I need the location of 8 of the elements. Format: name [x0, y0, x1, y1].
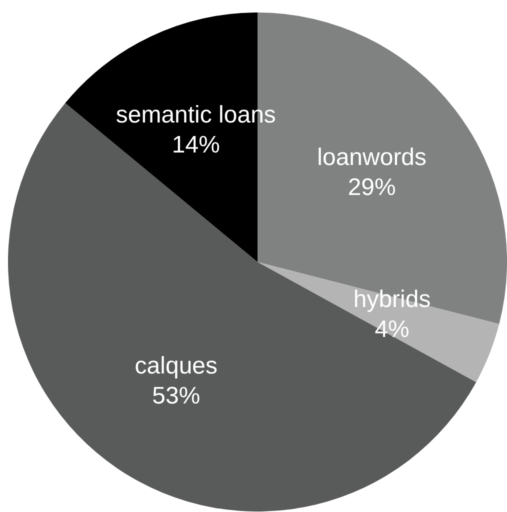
data-label: 29%: [348, 174, 396, 201]
slice-label: calques: [134, 352, 218, 380]
data-label: 53%: [152, 382, 200, 410]
data-label: 4%: [374, 316, 410, 343]
slice-label: hybrids: [353, 286, 431, 313]
slice-label: semantic loans: [116, 102, 276, 129]
data-label: 14%: [172, 132, 220, 159]
slice-label: loanwords: [317, 144, 427, 171]
